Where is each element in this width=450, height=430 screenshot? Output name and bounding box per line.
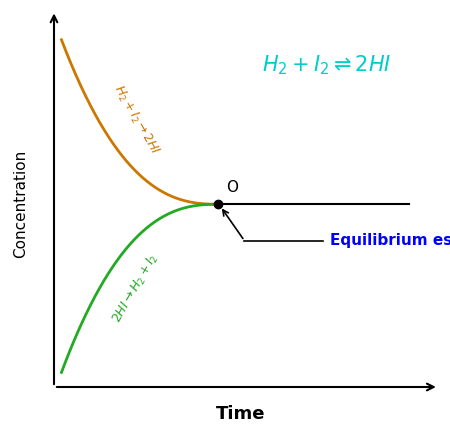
Text: $H_2 + I_2 \rightleftharpoons 2HI$: $H_2 + I_2 \rightleftharpoons 2HI$ (262, 54, 392, 77)
Text: Equilibrium established: Equilibrium established (330, 233, 450, 248)
Text: O: O (226, 180, 238, 195)
Text: Concentration: Concentration (13, 150, 28, 258)
Text: Time: Time (216, 405, 266, 423)
Text: $H_2 + I_2 \rightarrow 2HI$: $H_2 + I_2 \rightarrow 2HI$ (110, 83, 162, 158)
Text: $2HI \rightarrow H_2 + I_2$: $2HI \rightarrow H_2 + I_2$ (110, 251, 162, 326)
